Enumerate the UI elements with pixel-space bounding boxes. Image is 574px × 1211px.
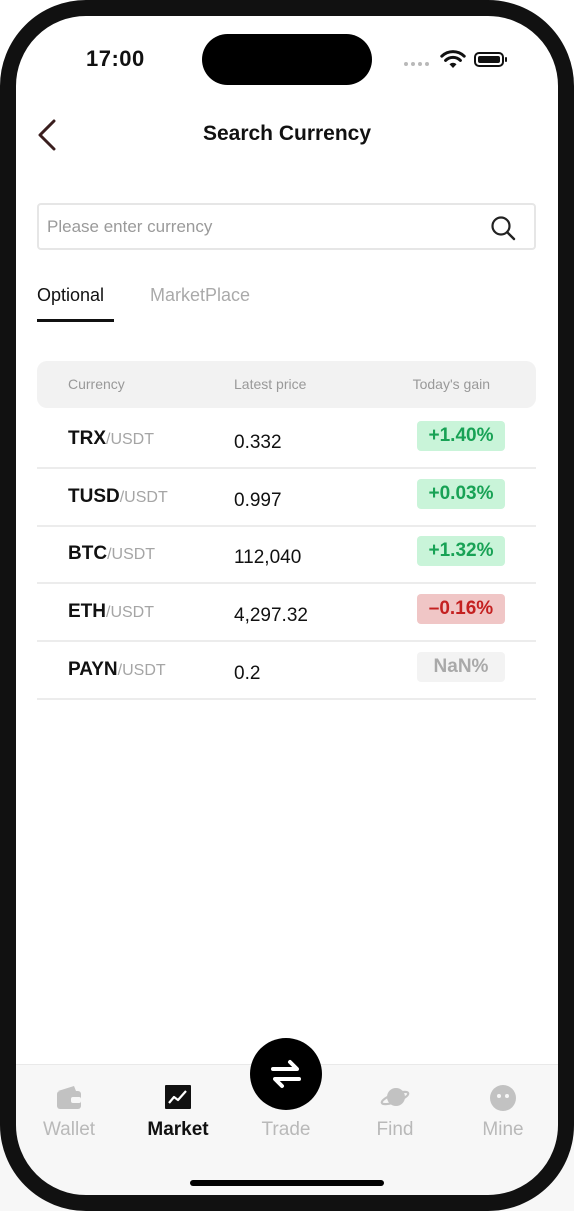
dynamic-island xyxy=(202,34,372,85)
battery-icon xyxy=(474,52,507,67)
column-header-latest-price: Latest price xyxy=(234,376,307,392)
table-row[interactable]: TRX/USDT 0.332 +1.40% xyxy=(37,412,536,469)
back-arrow-icon[interactable] xyxy=(34,118,64,152)
bottom-nav: Wallet Market Trade Find Mine xyxy=(0,1064,574,1211)
currency-pair: /USDT xyxy=(119,489,168,506)
page-title: Search Currency xyxy=(202,122,372,145)
wallet-icon xyxy=(57,1086,81,1109)
currency-symbol: ETH/USDT xyxy=(68,601,154,622)
table-row[interactable]: PAYN/USDT 0.2 NaN% xyxy=(37,643,536,700)
nav-label: Mine xyxy=(482,1119,524,1140)
currency-symbol: TUSD/USDT xyxy=(68,486,168,507)
latest-price: 0.2 xyxy=(234,663,261,684)
cellular-signal-icon xyxy=(404,62,429,66)
nav-label: Wallet xyxy=(42,1119,96,1140)
currency-symbol: PAYN/USDT xyxy=(68,659,166,680)
column-header-currency: Currency xyxy=(68,376,125,392)
currency-symbol: TRX/USDT xyxy=(68,428,154,449)
currency-pair: /USDT xyxy=(117,662,166,679)
nav-label: Find xyxy=(376,1119,414,1140)
search-box xyxy=(37,203,536,250)
nav-label: Trade xyxy=(261,1119,311,1140)
currency-symbol: BTC/USDT xyxy=(68,543,156,564)
currency-pair: /USDT xyxy=(107,546,156,563)
planet-icon xyxy=(380,1088,410,1106)
trade-button[interactable] xyxy=(250,1038,322,1110)
chart-icon xyxy=(165,1085,191,1109)
latest-price: 112,040 xyxy=(234,547,302,568)
table-row[interactable]: TUSD/USDT 0.997 +0.03% xyxy=(37,470,536,527)
table-row[interactable]: ETH/USDT 4,297.32 –0.16% xyxy=(37,585,536,642)
nav-label: Market xyxy=(147,1119,209,1140)
gain-badge: NaN% xyxy=(417,652,505,682)
home-indicator[interactable] xyxy=(190,1180,384,1186)
tab-marketplace[interactable]: MarketPlace xyxy=(150,285,251,305)
currency-pair: /USDT xyxy=(106,431,154,448)
face-icon xyxy=(490,1085,516,1111)
status-time: 17:00 xyxy=(86,46,145,71)
table-row[interactable]: BTC/USDT 112,040 +1.32% xyxy=(37,527,536,584)
wifi-icon xyxy=(440,50,466,68)
gain-badge: +1.40% xyxy=(417,421,505,451)
latest-price: 0.332 xyxy=(234,432,282,453)
active-tab-indicator xyxy=(37,319,114,322)
currency-pair: /USDT xyxy=(106,604,154,621)
gain-badge: –0.16% xyxy=(417,594,505,624)
table-header: Currency Latest price Today's gain xyxy=(37,361,536,408)
latest-price: 0.997 xyxy=(234,490,282,511)
swap-icon xyxy=(271,1060,301,1088)
tab-optional[interactable]: Optional xyxy=(37,285,105,305)
search-icon[interactable] xyxy=(490,215,516,241)
gain-badge: +1.32% xyxy=(417,536,505,566)
search-input[interactable] xyxy=(47,205,477,248)
column-header-todays-gain: Today's gain xyxy=(412,376,490,392)
latest-price: 4,297.32 xyxy=(234,605,308,626)
gain-badge: +0.03% xyxy=(417,479,505,509)
